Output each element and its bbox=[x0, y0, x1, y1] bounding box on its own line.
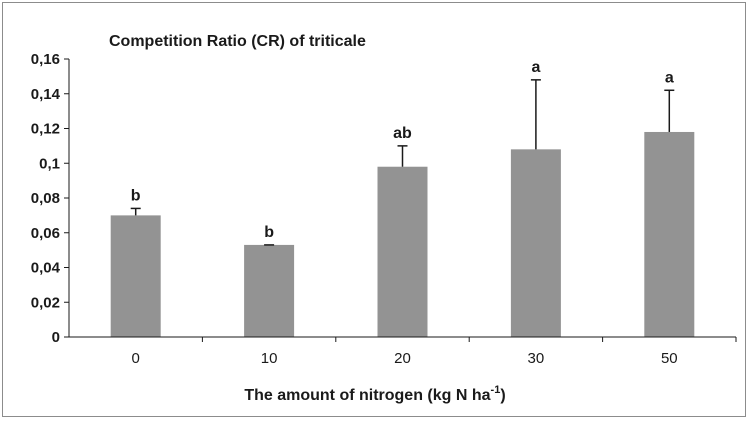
y-tick-label: 0,1 bbox=[39, 155, 60, 172]
x-tick-label: 30 bbox=[528, 350, 545, 367]
y-tick-label: 0,16 bbox=[31, 51, 60, 68]
significance-label: a bbox=[531, 59, 540, 76]
x-axis-label: The amount of nitrogen (kg N ha-1) bbox=[244, 384, 505, 404]
significance-label: b bbox=[131, 187, 141, 204]
chart-svg: Competition Ratio (CR) of triticale 0 0,0… bbox=[31, 33, 737, 404]
x-tick-label: 50 bbox=[661, 350, 678, 367]
y-tick-label: 0,06 bbox=[31, 225, 60, 242]
y-tick-label: 0,02 bbox=[31, 294, 60, 311]
chart-title: Competition Ratio (CR) of triticale bbox=[109, 33, 366, 50]
bar bbox=[110, 215, 161, 337]
y-tick-label: 0,04 bbox=[31, 260, 61, 277]
y-tick-label: 0 bbox=[52, 329, 60, 346]
y-tick-label: 0,12 bbox=[31, 121, 60, 138]
x-tick-label: 20 bbox=[394, 350, 411, 367]
y-axis: 0 0,02 0,04 0,06 0,08 0,1 0,12 0,14 0,16 bbox=[31, 51, 70, 346]
x-axis: 0 10 20 30 50 bbox=[69, 336, 737, 367]
bars: b b ab a a bbox=[110, 59, 695, 337]
x-tick-label: 0 bbox=[132, 350, 140, 367]
bar bbox=[244, 244, 295, 337]
bar bbox=[510, 149, 561, 337]
x-axis-label-main: The amount of nitrogen (kg N ha bbox=[244, 387, 490, 404]
y-tick-label: 0,08 bbox=[31, 190, 60, 207]
bar bbox=[644, 131, 695, 337]
x-axis-label-superscript: -1 bbox=[491, 384, 501, 396]
x-axis-label-suffix: ) bbox=[500, 387, 505, 404]
significance-label: b bbox=[264, 224, 274, 241]
significance-label: ab bbox=[393, 125, 412, 142]
y-tick-label: 0,14 bbox=[31, 86, 61, 103]
significance-label: a bbox=[665, 69, 674, 86]
bar bbox=[377, 166, 428, 337]
chart-frame: Competition Ratio (CR) of triticale 0 0,0… bbox=[2, 2, 746, 417]
x-tick-label: 10 bbox=[261, 350, 278, 367]
